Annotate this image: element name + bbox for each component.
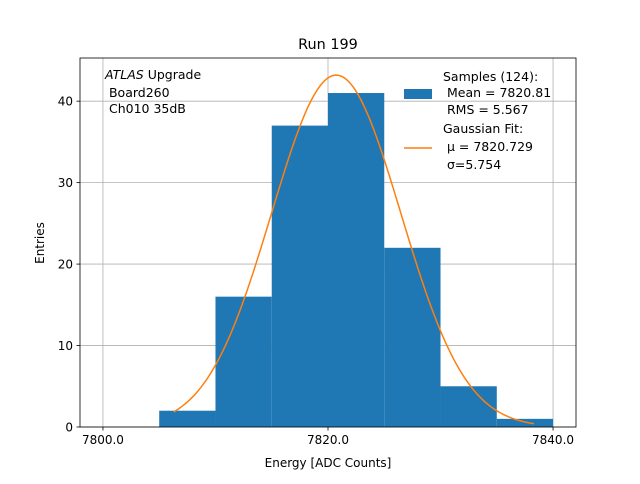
legend-samples-rms: RMS = 5.567 <box>443 102 529 117</box>
legend-fit-line1: Gaussian Fit: <box>443 121 523 136</box>
y-tick-label: 40 <box>58 95 73 109</box>
histogram-bars <box>159 93 554 428</box>
x-tick-label: 7840.0 <box>532 433 574 447</box>
x-tick-label: 7820.0 <box>307 433 349 447</box>
annotation-upgrade: Upgrade <box>144 67 202 82</box>
x-tick-label: 7800.0 <box>82 433 124 447</box>
x-axis-label: Energy [ADC Counts] <box>265 456 392 470</box>
histogram-bar <box>440 386 497 427</box>
legend: Samples (124): Mean = 7820.81 RMS = 5.56… <box>404 69 551 172</box>
svg-text:ATLAS Upgrade: ATLAS Upgrade <box>104 67 201 82</box>
annotation: ATLAS Upgrade Board260 Ch010 35dB <box>104 67 201 116</box>
annotation-board: Board260 <box>105 85 170 100</box>
histogram-bar <box>384 247 441 427</box>
legend-samples-mean: Mean = 7820.81 <box>443 85 551 100</box>
histogram-bar <box>271 125 328 428</box>
annotation-atlas: ATLAS <box>104 67 144 82</box>
histogram-bar <box>328 93 385 427</box>
y-tick-label: 30 <box>58 176 73 190</box>
y-tick-label: 20 <box>58 258 73 272</box>
gaussian-fit-line <box>173 74 535 425</box>
histogram-bar <box>159 410 216 427</box>
ticks: 7800.0 7820.0 7840.0 0 10 20 30 40 <box>58 95 574 447</box>
histogram-bar <box>215 296 272 427</box>
annotation-channel: Ch010 35dB <box>105 101 186 116</box>
legend-samples-line1: Samples (124): <box>443 69 538 84</box>
y-tick-label: 10 <box>58 339 73 353</box>
legend-fit-mu: μ = 7820.729 <box>443 139 533 154</box>
legend-fit-sigma: σ=5.754 <box>443 157 501 172</box>
chart-title: Run 199 <box>298 37 358 53</box>
legend-histogram-patch <box>404 89 432 99</box>
y-tick-label: 0 <box>65 421 73 435</box>
y-axis-label: Entries <box>33 222 47 264</box>
histogram-bar <box>496 418 554 427</box>
